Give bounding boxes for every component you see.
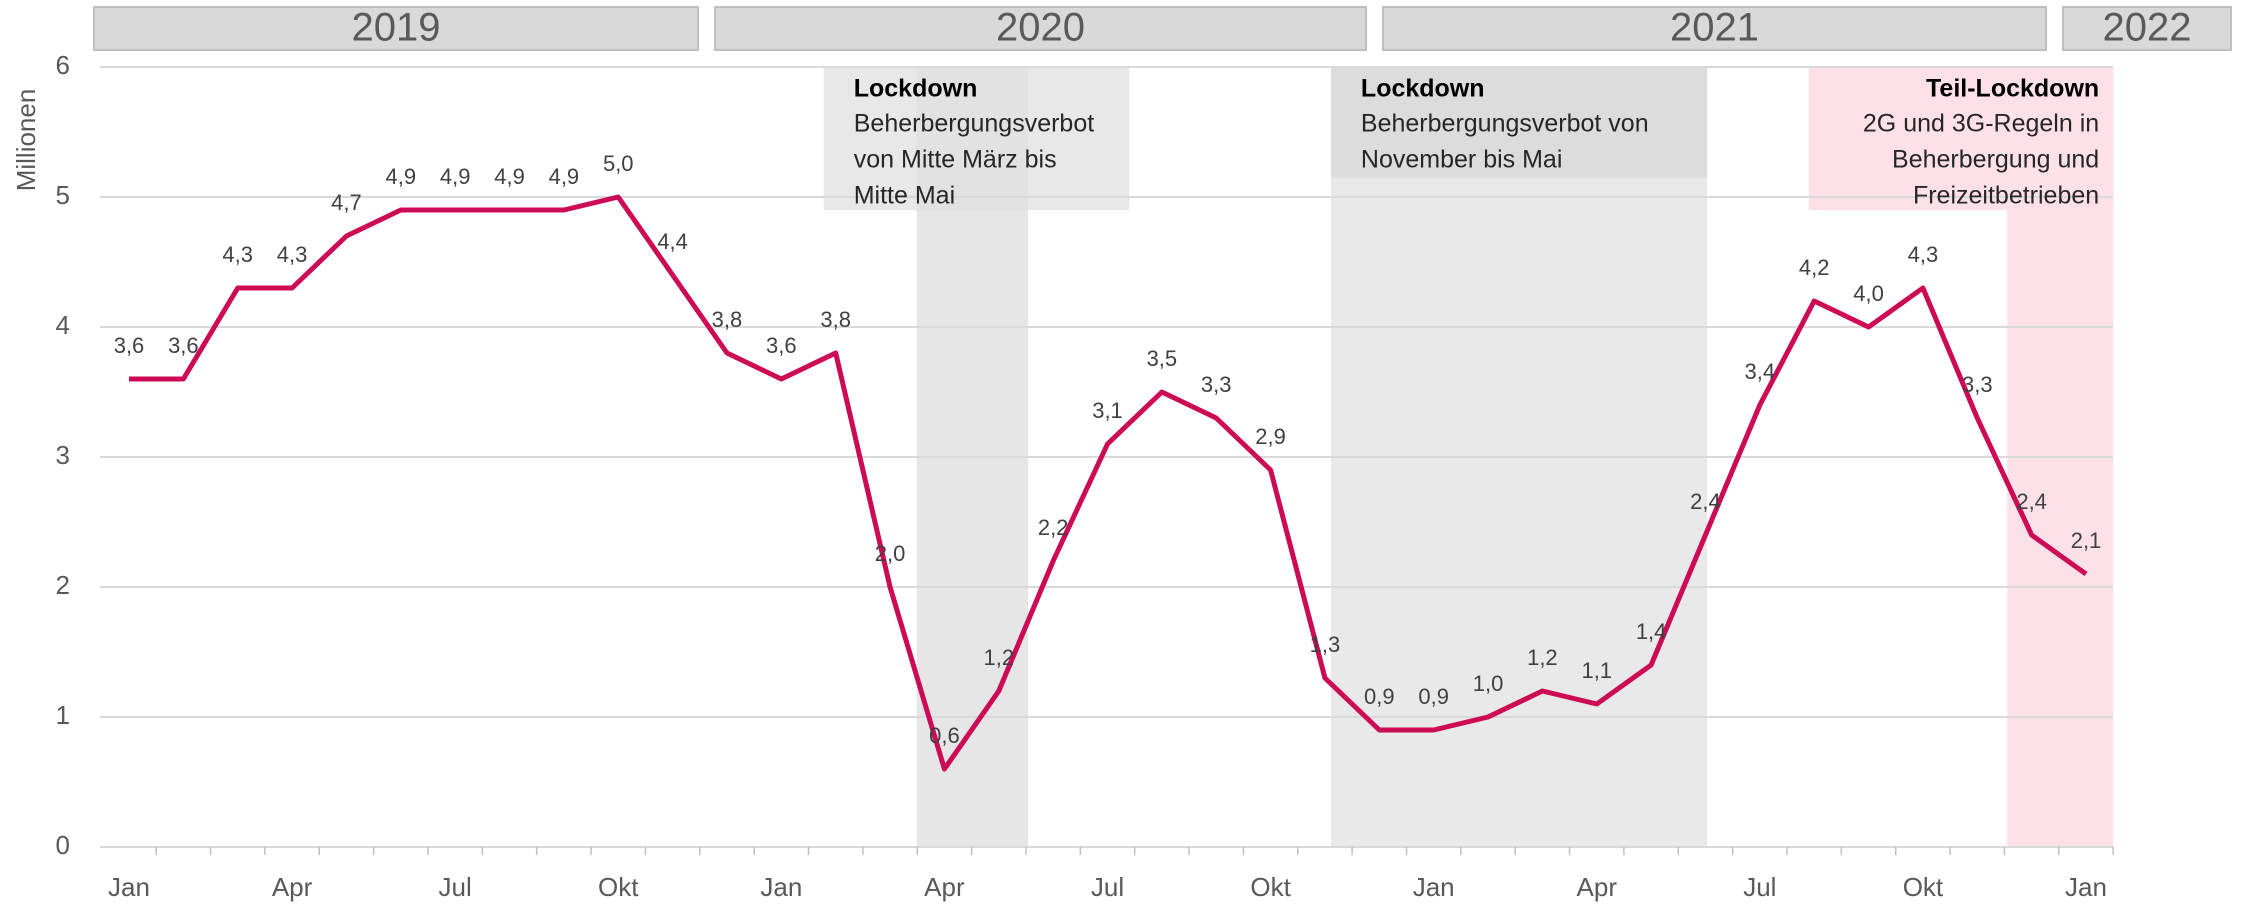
- data-label: 2,1: [2071, 528, 2102, 553]
- data-line: [129, 194, 2088, 772]
- data-label: 1,3: [1310, 632, 1341, 657]
- y-tick-label: 5: [56, 180, 70, 210]
- data-label: 2,4: [1690, 489, 1721, 514]
- data-label: 3,1: [1092, 398, 1123, 423]
- x-tick-label: Jul: [1743, 872, 1776, 902]
- data-label: 2,2: [1038, 515, 1069, 540]
- x-tick-label: Okt: [1250, 872, 1291, 902]
- data-label: 1,4: [1636, 619, 1667, 644]
- data-label: 1,2: [983, 645, 1014, 670]
- data-label: 4,4: [657, 229, 688, 254]
- annotation-title: Teil-Lockdown: [1926, 75, 2099, 103]
- annotation-text: November bis Mai: [1361, 146, 1562, 174]
- annotation-text: Mitte Mai: [854, 182, 955, 210]
- data-label: 0,9: [1364, 684, 1395, 709]
- annotation-text: von Mitte März bis: [854, 146, 1057, 174]
- data-label: 1,2: [1527, 645, 1558, 670]
- data-label: 0,9: [1418, 684, 1449, 709]
- y-axis-label: Millionen: [11, 89, 41, 192]
- data-label: 3,5: [1147, 346, 1178, 371]
- data-label: 1,0: [1473, 671, 1504, 696]
- data-label: 3,6: [766, 333, 797, 358]
- data-label: 4,3: [222, 242, 253, 267]
- year-label: 2019: [352, 6, 441, 50]
- annotation-text: Beherbergungsverbot von: [1361, 110, 1649, 138]
- data-label: 4,9: [440, 164, 471, 189]
- x-tick-label: Apr: [272, 872, 313, 902]
- data-label: 4,9: [549, 164, 580, 189]
- data-label: 3,6: [114, 333, 145, 358]
- data-label: 0,6: [929, 723, 960, 748]
- y-tick-label: 3: [56, 440, 70, 470]
- data-label: 5,0: [603, 151, 634, 176]
- year-box: [1382, 6, 2047, 51]
- year-box: [93, 6, 699, 51]
- y-tick-label: 1: [56, 700, 70, 730]
- annotation-title: Lockdown: [854, 75, 978, 103]
- data-label: 4,7: [331, 190, 362, 215]
- year-label: 2022: [2103, 6, 2192, 50]
- x-tick-label: Apr: [924, 872, 965, 902]
- data-label: 1,1: [1581, 658, 1612, 683]
- data-label: 3,8: [712, 307, 743, 332]
- x-tick-label: Jan: [1413, 872, 1455, 902]
- annotation-text: Freizeitbetrieben: [1913, 182, 2099, 210]
- y-tick-label: 4: [56, 310, 70, 340]
- data-label: 4,3: [277, 242, 308, 267]
- x-tick-label: Jan: [108, 872, 150, 902]
- annotation-box: [823, 67, 1130, 210]
- data-label: 4,9: [494, 164, 525, 189]
- data-label: 2,4: [2016, 489, 2047, 514]
- data-label: 3,4: [1745, 359, 1776, 384]
- data-label: 4,0: [1853, 281, 1884, 306]
- data-label: 3,8: [820, 307, 851, 332]
- x-tick-label: Jul: [439, 872, 472, 902]
- year-label: 2020: [996, 6, 1085, 50]
- x-tick-label: Okt: [598, 872, 639, 902]
- y-tick-label: 0: [56, 830, 70, 860]
- x-tick-label: Okt: [1903, 872, 1944, 902]
- x-tick-label: Jan: [760, 872, 802, 902]
- x-tick-label: Jan: [2065, 872, 2107, 902]
- y-tick-label: 6: [56, 50, 70, 80]
- annotation-title: Lockdown: [1361, 75, 1485, 103]
- year-label: 2021: [1670, 6, 1759, 50]
- annotation-box: [1330, 67, 1708, 178]
- y-tick-label: 2: [56, 570, 70, 600]
- annotation-text: Beherbergung und: [1892, 146, 2099, 174]
- data-label: 2,0: [875, 541, 906, 566]
- data-label: 4,3: [1908, 242, 1939, 267]
- year-box: [714, 6, 1367, 51]
- annotation-box: [1808, 67, 2114, 210]
- x-tick-label: Jul: [1091, 872, 1124, 902]
- data-label: 3,3: [1201, 372, 1232, 397]
- data-label: 3,3: [1962, 372, 1993, 397]
- data-label: 4,9: [386, 164, 417, 189]
- annotation-text: Beherbergungsverbot: [854, 110, 1094, 138]
- annotation-text: 2G und 3G-Regeln in: [1863, 110, 2099, 138]
- data-label: 3,6: [168, 333, 199, 358]
- x-tick-label: Apr: [1577, 872, 1618, 902]
- data-label: 4,2: [1799, 255, 1830, 280]
- year-box: [2062, 6, 2232, 51]
- data-label: 2,9: [1255, 424, 1286, 449]
